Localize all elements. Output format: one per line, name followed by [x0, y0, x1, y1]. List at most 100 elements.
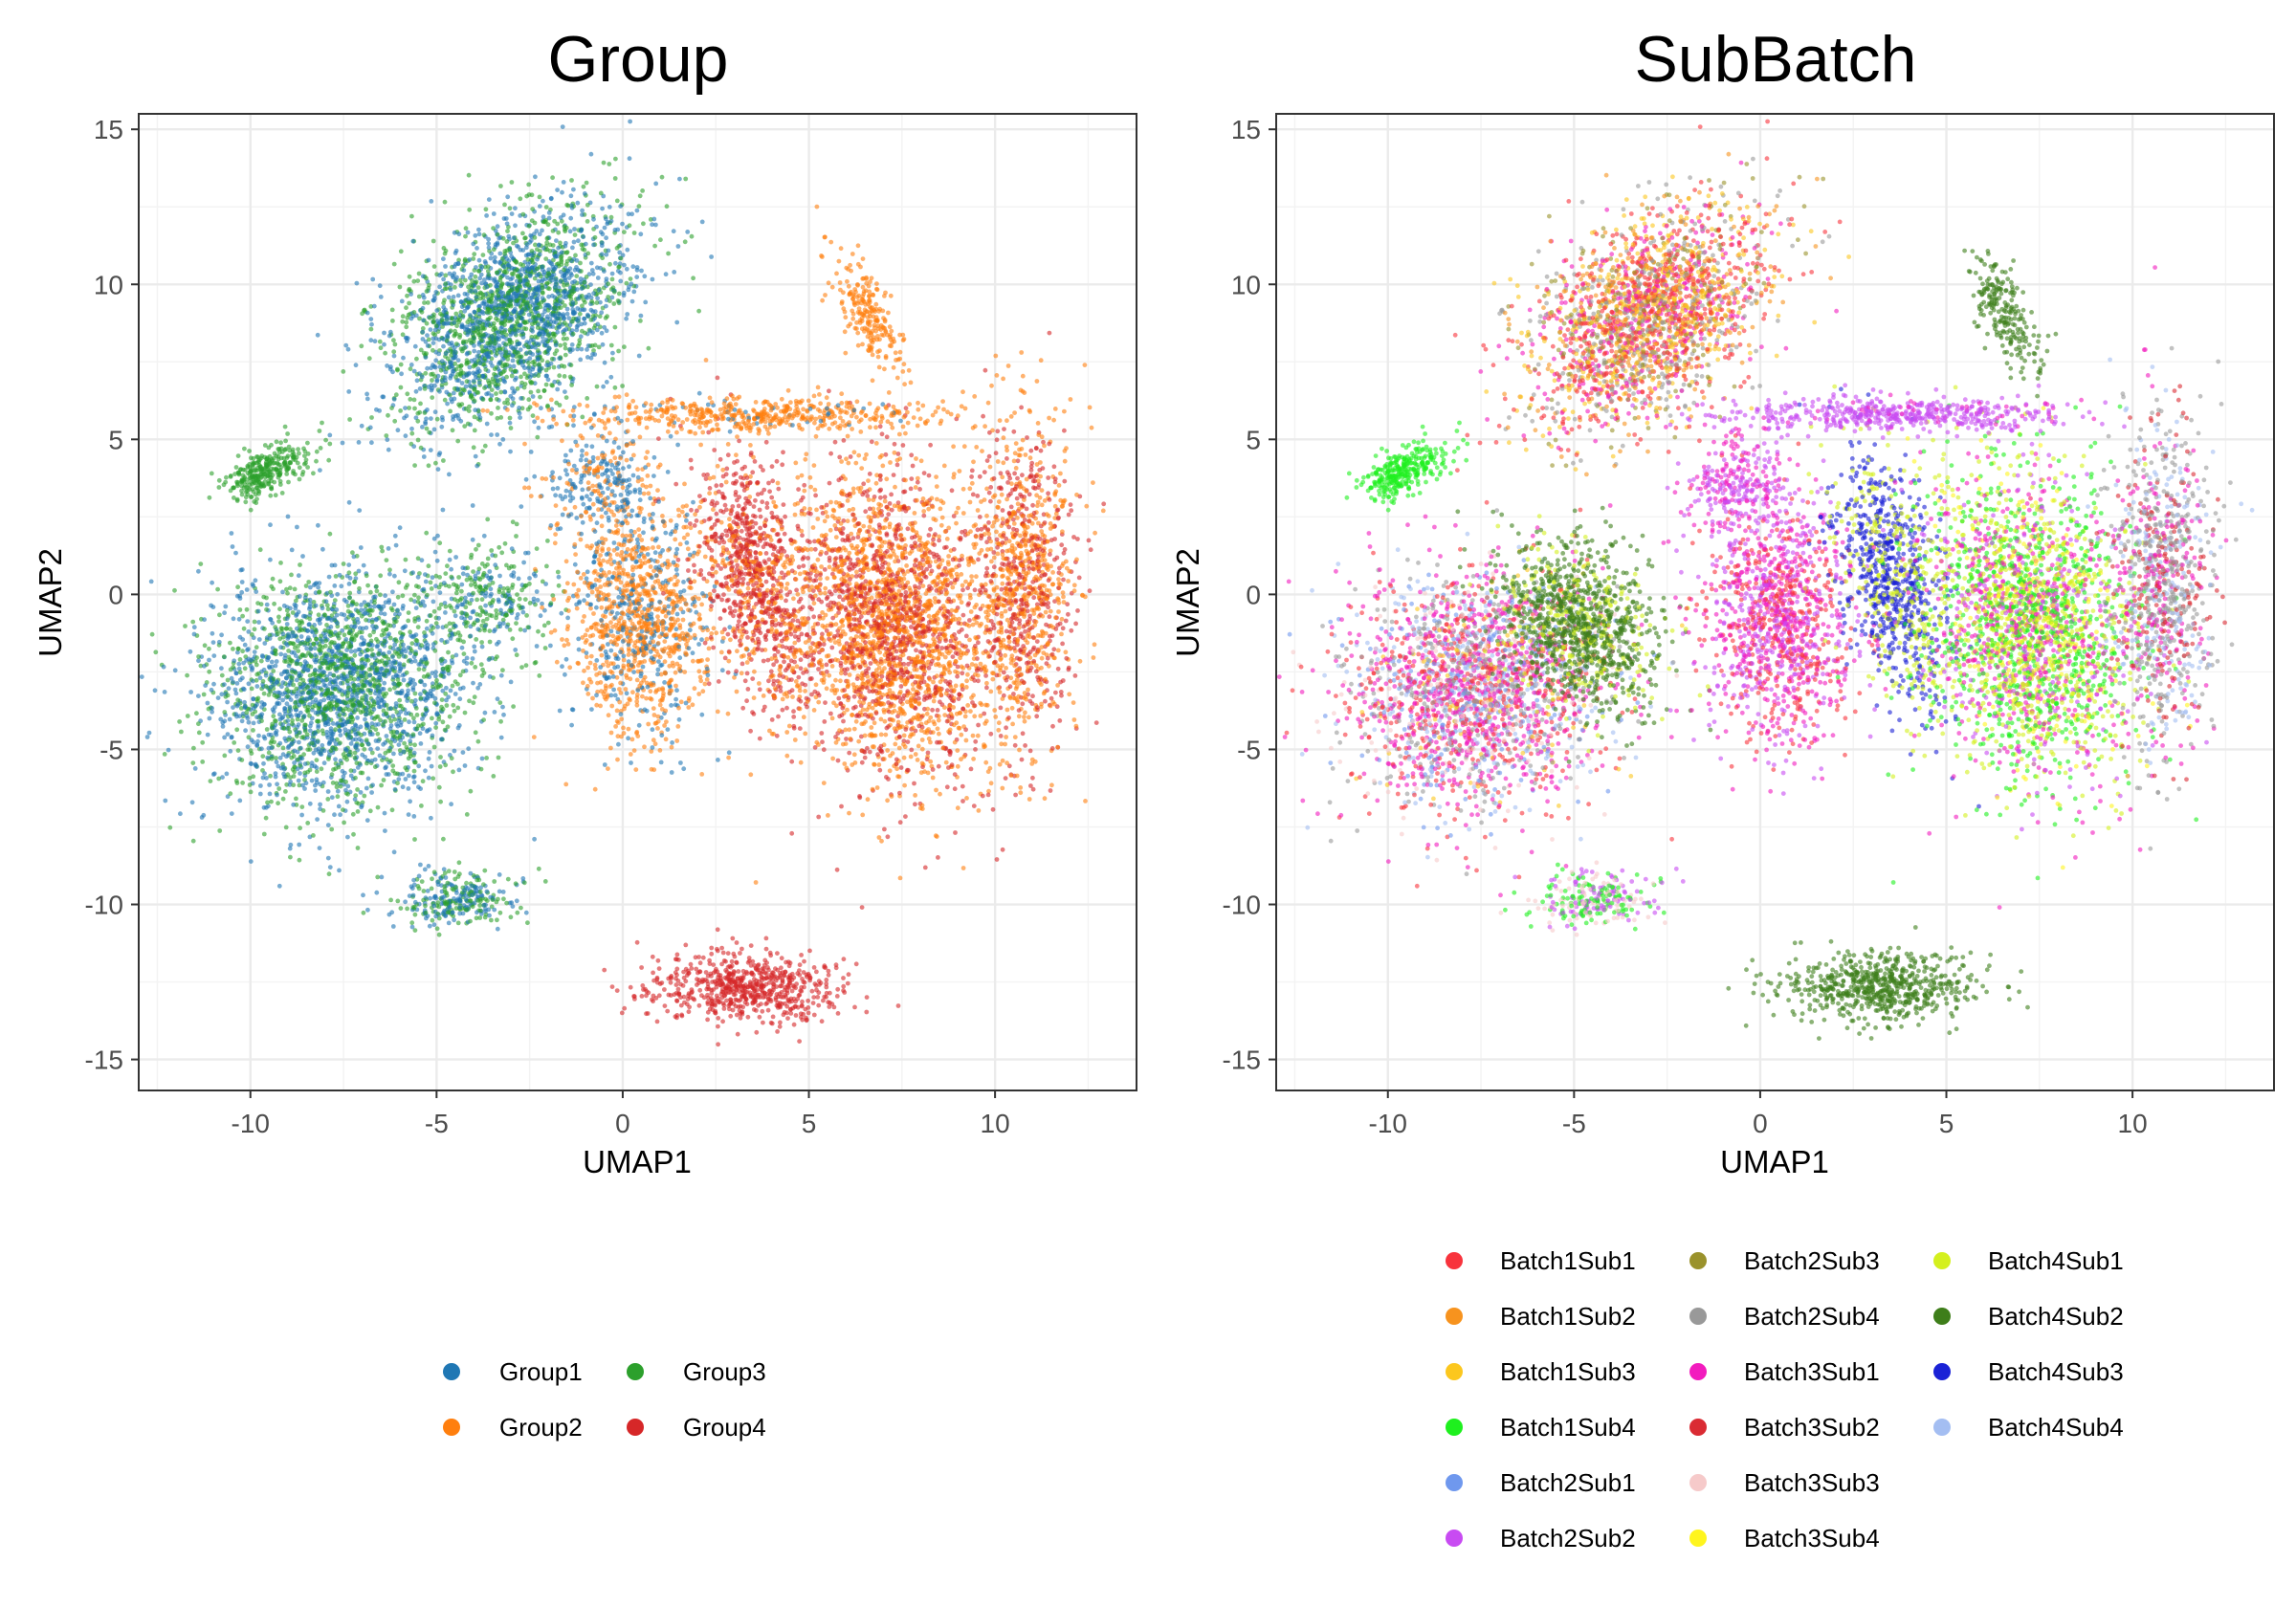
data-point	[604, 380, 609, 385]
data-point	[519, 316, 525, 321]
data-point	[548, 361, 554, 366]
data-point	[330, 684, 336, 690]
data-point	[384, 433, 389, 438]
data-point	[553, 342, 559, 348]
data-point	[286, 743, 292, 749]
data-point	[263, 672, 269, 678]
data-point	[496, 293, 501, 298]
data-point	[386, 412, 390, 418]
data-point	[390, 646, 396, 651]
data-point	[234, 727, 240, 733]
data-point	[367, 732, 373, 737]
data-point	[627, 223, 632, 229]
data-point	[391, 349, 397, 355]
data-point	[497, 337, 501, 342]
data-point	[210, 706, 215, 711]
data-point	[562, 316, 566, 321]
data-point	[427, 315, 432, 320]
data-point	[475, 292, 481, 297]
data-point	[351, 831, 356, 837]
data-point	[387, 366, 393, 372]
data-point	[537, 673, 542, 678]
data-point	[190, 619, 196, 625]
data-point	[466, 746, 472, 752]
data-point	[543, 205, 549, 209]
data-point	[556, 230, 562, 235]
data-point	[407, 300, 411, 306]
data-point	[207, 646, 211, 651]
data-point	[506, 263, 512, 268]
data-point	[452, 264, 457, 270]
data-point	[342, 597, 347, 603]
data-point	[391, 602, 397, 607]
data-point	[480, 449, 485, 454]
data-point	[469, 288, 474, 294]
data-point	[483, 207, 489, 212]
data-point	[431, 264, 437, 269]
data-point	[519, 309, 524, 315]
data-point	[536, 332, 541, 337]
data-point	[392, 533, 398, 539]
data-point	[268, 773, 273, 779]
data-point	[569, 178, 574, 183]
data-point	[303, 653, 308, 658]
data-point	[345, 346, 351, 352]
data-point	[352, 580, 357, 584]
data-point	[295, 524, 299, 530]
data-point	[536, 313, 541, 318]
data-point	[472, 649, 477, 654]
data-point	[299, 718, 305, 723]
data-point	[315, 817, 320, 822]
data-point	[445, 668, 451, 672]
data-point	[530, 259, 536, 265]
data-point	[196, 721, 201, 727]
data-point	[378, 666, 384, 671]
data-point	[397, 661, 403, 667]
data-point	[354, 280, 360, 286]
data-point	[396, 742, 402, 747]
data-point	[407, 286, 412, 292]
data-point	[559, 218, 564, 224]
data-point	[423, 768, 428, 774]
data-point	[430, 395, 435, 400]
data-point	[162, 752, 167, 757]
data-point	[286, 737, 292, 742]
data-point	[471, 334, 476, 340]
data-point	[634, 275, 640, 279]
data-point	[691, 275, 695, 281]
data-point	[215, 586, 221, 592]
data-point	[242, 666, 248, 671]
data-point	[307, 672, 313, 678]
data-point	[327, 865, 333, 870]
data-point	[403, 557, 408, 562]
data-point	[246, 647, 251, 651]
data-point	[497, 235, 502, 241]
data-point	[222, 610, 228, 616]
data-point	[471, 680, 475, 686]
data-point	[533, 174, 538, 180]
data-point	[407, 719, 411, 725]
data-point	[560, 189, 564, 195]
data-point	[426, 864, 431, 869]
data-point	[298, 634, 304, 639]
data-point	[311, 750, 317, 756]
data-point	[564, 306, 570, 312]
data-point	[563, 250, 569, 255]
data-point	[433, 673, 438, 679]
data-point	[239, 589, 245, 595]
data-point	[338, 812, 342, 818]
data-point	[465, 297, 471, 301]
data-point	[433, 460, 438, 466]
data-point	[428, 327, 433, 332]
data-point	[321, 760, 327, 766]
data-point	[379, 544, 385, 550]
chart-title: Group	[548, 23, 729, 96]
data-point	[579, 228, 584, 233]
data-point	[537, 366, 542, 371]
data-point	[349, 657, 355, 663]
data-point	[354, 691, 360, 696]
data-point	[609, 276, 615, 282]
data-point	[410, 687, 416, 693]
data-point	[355, 726, 361, 732]
data-point	[589, 268, 595, 273]
